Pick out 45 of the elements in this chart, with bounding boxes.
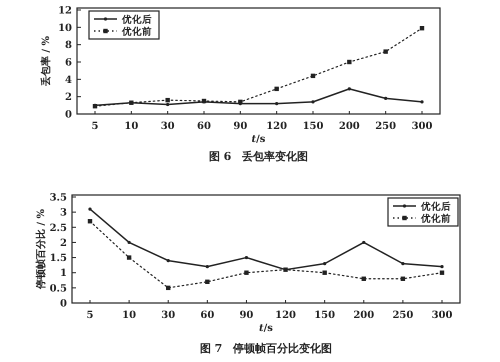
- y-tick-label: 0.5: [50, 283, 68, 294]
- y-axis-title: 丢包率 / %: [40, 35, 52, 88]
- y-tick-label: 3.5: [50, 192, 68, 204]
- y-tick-label: 10: [58, 22, 72, 34]
- x-tick-label: 10: [122, 310, 136, 321]
- y-tick-label: 4: [65, 74, 72, 86]
- text: 图 7 停顿帧百分比变化图: [200, 342, 332, 355]
- y-tick-label: 1.5: [50, 253, 68, 264]
- y-tick-label: 8: [65, 40, 72, 52]
- legend-label: 优化后: [121, 14, 152, 26]
- y-tick-label: 12: [58, 6, 72, 16]
- y-tick-label: 3: [60, 208, 68, 219]
- x-tick-label: 250: [392, 310, 414, 321]
- y-tick-label: 0: [60, 298, 68, 310]
- x-tick-label: 300: [432, 310, 452, 321]
- x-tick-label: 120: [266, 121, 288, 132]
- x-tick-label: 5: [92, 121, 99, 132]
- y-axis-title: 停顿帧百分比 / %: [35, 208, 47, 290]
- x-tick-label: 60: [200, 310, 214, 321]
- x-tick-label: 250: [375, 121, 396, 132]
- x-tick-label: 5: [86, 310, 94, 321]
- y-tick-label: 1: [60, 268, 67, 280]
- y-tick-label: 2: [60, 238, 68, 249]
- x-tick-label: 90: [233, 121, 248, 132]
- y-tick-label: 2: [65, 92, 72, 104]
- x-tick-label: 150: [302, 121, 324, 132]
- x-tick-label: 60: [197, 121, 211, 132]
- y-tick-label: 0: [65, 110, 72, 120]
- legend-label: 优化前: [420, 212, 451, 224]
- x-tick-label: 30: [160, 121, 175, 132]
- legend-label: 优化前: [121, 26, 152, 38]
- x-tick-label: 150: [314, 310, 336, 321]
- x-tick-label: 10: [124, 121, 138, 132]
- text: 图 6 丢包率变化图: [208, 150, 308, 163]
- x-axis-title: t/s: [259, 323, 274, 334]
- x-tick-label: 30: [161, 310, 176, 321]
- x-tick-label: 200: [338, 121, 360, 132]
- y-tick-label: 6: [65, 58, 72, 68]
- y-tick-label: 2.5: [50, 222, 68, 234]
- x-tick-label: 300: [412, 121, 432, 132]
- x-axis-title: t/s: [252, 134, 266, 145]
- legend-label: 优化后: [420, 200, 451, 212]
- x-tick-label: 200: [353, 310, 374, 321]
- x-tick-label: 120: [275, 310, 296, 321]
- x-tick-label: 90: [239, 310, 254, 321]
